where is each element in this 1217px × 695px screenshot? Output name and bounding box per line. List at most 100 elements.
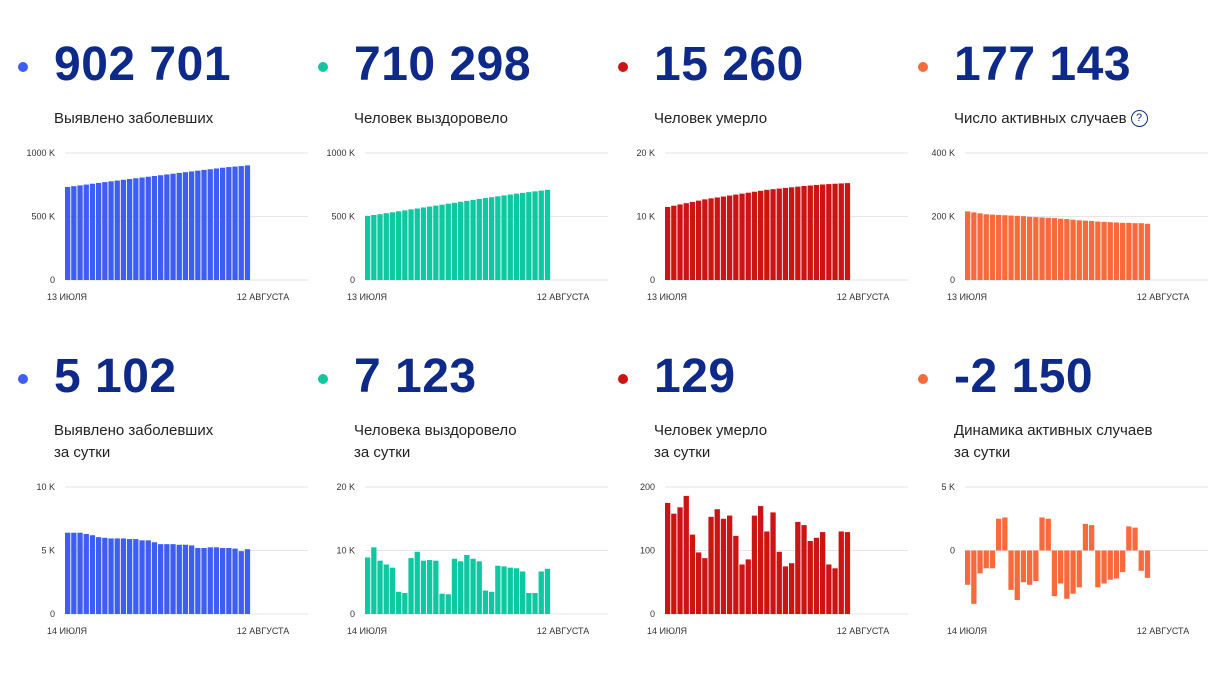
bar xyxy=(427,560,433,614)
y-tick-label: 1000 K xyxy=(326,148,355,158)
bar xyxy=(989,550,996,569)
series-color-dot xyxy=(18,374,28,384)
x-end-label: 12 АВГУСТА xyxy=(537,292,590,302)
bar xyxy=(182,172,189,280)
x-start-label: 13 ИЮЛЯ xyxy=(347,292,387,302)
bar xyxy=(826,184,832,280)
bar xyxy=(164,174,170,280)
bar xyxy=(776,188,782,280)
bar xyxy=(96,182,102,280)
bar xyxy=(201,169,207,280)
bar xyxy=(820,184,826,280)
bar xyxy=(751,515,758,614)
bar xyxy=(1076,220,1082,280)
daily-deaths-chart: 0 100 200 14 ИЮЛЯ 12 АВГУСТА xyxy=(640,482,908,636)
x-start-label: 14 ИЮЛЯ xyxy=(947,626,987,636)
total-deaths-value: 15 260 xyxy=(654,38,804,91)
bar xyxy=(120,179,127,280)
series-color-dot xyxy=(918,62,928,72)
bar xyxy=(776,551,782,614)
bar xyxy=(1045,518,1051,551)
daily-deaths-label: Человек умерло за сутки xyxy=(654,422,768,461)
bar xyxy=(507,194,513,280)
bar xyxy=(1107,550,1113,580)
bar xyxy=(789,187,795,280)
bar xyxy=(408,209,414,280)
bar xyxy=(1058,550,1064,584)
series-color-dot xyxy=(18,62,28,72)
bar xyxy=(714,197,720,280)
active-cases-chart: 0 200 K 400 K 13 ИЮЛЯ 12 АВГУСТА xyxy=(931,148,1208,302)
bar xyxy=(402,210,408,280)
active-cases-value: 177 143 xyxy=(954,38,1132,91)
stat-panel-daily-recovered: 7 123 Человека выздоровело за сутки 0 10 K… xyxy=(318,348,618,668)
bar xyxy=(807,185,813,280)
bar xyxy=(1039,217,1045,280)
bar xyxy=(238,166,244,280)
x-end-label: 12 АВГУСТА xyxy=(837,292,890,302)
y-tick-label: 0 xyxy=(950,275,955,285)
y-tick-label: 10 K xyxy=(636,212,655,222)
bar xyxy=(1027,550,1033,585)
bar xyxy=(983,214,989,280)
bar xyxy=(1095,550,1101,588)
bar xyxy=(513,193,520,280)
bar xyxy=(996,214,1002,280)
stat-panel-deaths: 15 260 Человек умерло 0 10 K 20 K 13 ИЮЛЯ 12… xyxy=(618,36,918,356)
bar xyxy=(689,201,696,280)
daily-cases-label: Выявлено заболевших за сутки xyxy=(54,422,214,461)
bar xyxy=(671,513,677,614)
bar xyxy=(513,568,520,614)
bar xyxy=(451,558,458,614)
bar xyxy=(1082,220,1089,280)
bar xyxy=(489,197,495,280)
help-icon[interactable]: ? xyxy=(1130,109,1148,127)
bar xyxy=(770,512,776,614)
bar xyxy=(727,515,733,614)
bar xyxy=(1002,215,1008,280)
bar xyxy=(207,169,213,280)
bar xyxy=(665,206,671,280)
daily-active-label: Динамика активных случаев за сутки xyxy=(954,422,1153,461)
bar xyxy=(383,564,389,614)
bar xyxy=(844,532,851,614)
bar xyxy=(795,186,801,280)
bar xyxy=(820,532,826,614)
bar xyxy=(189,171,195,280)
stat-panel-daily-cases: 5 102 Выявлено заболевших за сутки 0 5 K 10… xyxy=(18,348,318,668)
bar xyxy=(114,180,120,280)
bar xyxy=(476,198,482,280)
bar xyxy=(1101,221,1107,280)
y-tick-label: 0 xyxy=(650,275,655,285)
bar xyxy=(495,196,501,280)
daily-cases-value: 5 102 xyxy=(54,350,177,403)
bar xyxy=(971,550,977,604)
bar xyxy=(739,193,745,280)
bar xyxy=(1008,550,1014,590)
bar xyxy=(751,191,758,280)
bar xyxy=(745,192,751,280)
series-color-dot xyxy=(318,374,328,384)
bar xyxy=(1138,550,1144,571)
bar xyxy=(226,167,232,280)
bar xyxy=(782,566,789,615)
bar xyxy=(220,547,226,614)
bar xyxy=(1020,216,1027,280)
daily-recovered-value: 7 123 xyxy=(354,350,477,403)
x-start-label: 13 ИЮЛЯ xyxy=(47,292,87,302)
y-tick-label: 100 xyxy=(640,546,655,556)
bar xyxy=(176,544,182,614)
bar xyxy=(433,205,439,280)
bar xyxy=(170,544,176,614)
series-color-dot xyxy=(918,374,928,384)
bar xyxy=(83,533,89,614)
bar xyxy=(708,516,714,614)
bar xyxy=(1070,219,1076,280)
bar xyxy=(195,170,201,280)
y-tick-label: 0 xyxy=(950,546,955,556)
bar xyxy=(213,168,220,280)
bar xyxy=(1132,527,1138,551)
bar xyxy=(65,532,71,614)
bar xyxy=(838,531,844,614)
bar xyxy=(538,190,544,280)
